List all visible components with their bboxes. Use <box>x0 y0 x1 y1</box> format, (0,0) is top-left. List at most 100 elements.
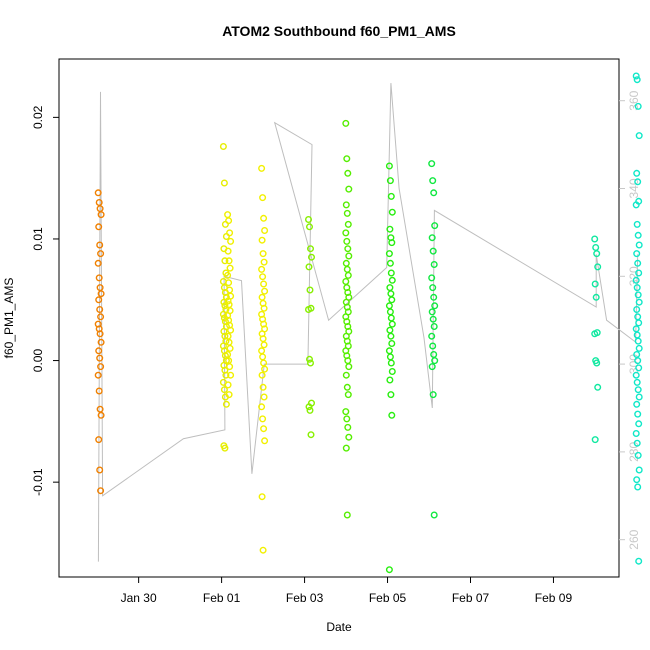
data-point <box>226 229 234 237</box>
data-point <box>345 433 353 441</box>
data-point <box>97 290 105 298</box>
data-point <box>259 383 267 391</box>
data-point <box>305 306 313 314</box>
x-tick-label: Feb 01 <box>203 591 241 605</box>
data-point <box>258 403 266 411</box>
data-point <box>386 326 394 334</box>
data-point <box>308 253 316 261</box>
data-point <box>94 189 102 197</box>
data-point <box>429 284 437 292</box>
x-tick-label: Feb 03 <box>286 591 324 605</box>
data-point <box>430 511 438 519</box>
data-point <box>634 102 642 110</box>
data-point <box>386 259 394 267</box>
data-point <box>258 293 266 301</box>
data-point <box>95 347 103 355</box>
data-point <box>428 332 436 340</box>
data-point <box>635 269 643 277</box>
data-point <box>260 214 268 222</box>
y2-tick-label: 260 <box>627 529 641 549</box>
data-point <box>258 265 266 273</box>
data-point <box>259 415 267 423</box>
data-point <box>219 310 227 318</box>
data-point <box>344 245 352 253</box>
y2-tick-label: 340 <box>627 178 641 198</box>
data-point <box>386 225 394 233</box>
data-point <box>635 466 643 474</box>
x-tick-label: Feb 07 <box>452 591 490 605</box>
data-point <box>306 355 314 363</box>
data-point <box>219 142 227 150</box>
data-point <box>634 231 642 239</box>
data-point <box>307 431 315 439</box>
series-3 <box>258 164 269 554</box>
data-point <box>387 290 395 298</box>
y-tick-label: 0.00 <box>31 349 45 373</box>
y-axis-label: f60_PM1_AMS <box>2 278 16 359</box>
data-point <box>94 371 102 379</box>
data-point <box>260 280 268 288</box>
data-point <box>632 201 640 209</box>
data-point <box>388 239 396 247</box>
data-point <box>96 466 104 474</box>
data-point <box>591 280 599 288</box>
data-point <box>633 169 641 177</box>
data-point <box>633 76 641 84</box>
series-4 <box>305 215 316 439</box>
data-point <box>95 387 103 395</box>
data-point <box>258 347 266 355</box>
data-point <box>259 250 267 258</box>
data-point <box>343 265 351 273</box>
data-point <box>428 160 436 168</box>
data-point <box>97 411 105 419</box>
data-point <box>633 331 641 339</box>
data-point <box>386 353 394 361</box>
data-point <box>345 185 353 193</box>
data-point <box>635 393 643 401</box>
data-point <box>306 223 314 231</box>
data-point <box>634 178 642 186</box>
data-point <box>222 371 230 379</box>
data-point <box>388 208 396 216</box>
data-point <box>261 287 269 295</box>
data-point <box>226 264 234 272</box>
data-point <box>222 232 230 240</box>
data-point <box>224 271 232 279</box>
data-point <box>428 308 436 316</box>
data-point <box>385 162 393 170</box>
series-5 <box>342 119 353 519</box>
data-point <box>342 371 350 379</box>
data-point <box>260 258 268 266</box>
data-point <box>633 400 641 408</box>
data-point <box>343 415 351 423</box>
data-point <box>225 391 233 399</box>
data-point <box>343 155 351 163</box>
data-point <box>633 284 641 292</box>
secondary-series-line <box>97 83 639 562</box>
data-point <box>591 235 599 243</box>
data-point <box>430 323 438 331</box>
data-point <box>224 297 232 305</box>
data-point <box>342 259 350 267</box>
data-point <box>307 359 315 367</box>
chart-title: ATOM2 Southbound f60_PM1_AMS <box>222 23 456 39</box>
data-point <box>429 342 437 350</box>
data-point <box>431 302 439 310</box>
data-point <box>224 381 232 389</box>
data-point <box>632 72 640 80</box>
y2-tick-label: 300 <box>627 354 641 374</box>
data-point <box>632 371 640 379</box>
data-point <box>634 410 642 418</box>
data-point <box>594 383 602 391</box>
data-point <box>593 250 601 258</box>
data-point <box>343 209 351 217</box>
data-point <box>222 400 230 408</box>
data-point <box>344 423 352 431</box>
data-point <box>96 330 104 338</box>
data-point <box>258 164 266 172</box>
data-point <box>428 274 436 282</box>
data-point <box>385 347 393 355</box>
data-point <box>429 177 437 185</box>
data-point <box>634 483 642 491</box>
